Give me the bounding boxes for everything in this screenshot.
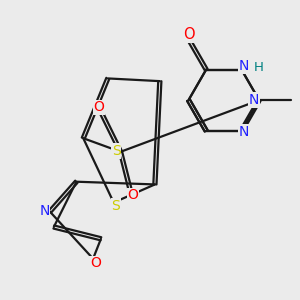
Text: S: S: [112, 144, 120, 158]
Text: O: O: [183, 27, 195, 42]
Text: N: N: [238, 125, 249, 139]
Text: H: H: [254, 61, 264, 74]
Text: N: N: [248, 93, 259, 107]
Text: N: N: [39, 204, 50, 218]
Text: O: O: [90, 256, 101, 270]
Text: N: N: [238, 59, 249, 73]
Text: O: O: [127, 188, 138, 202]
Text: O: O: [93, 100, 104, 114]
Text: S: S: [112, 199, 120, 213]
